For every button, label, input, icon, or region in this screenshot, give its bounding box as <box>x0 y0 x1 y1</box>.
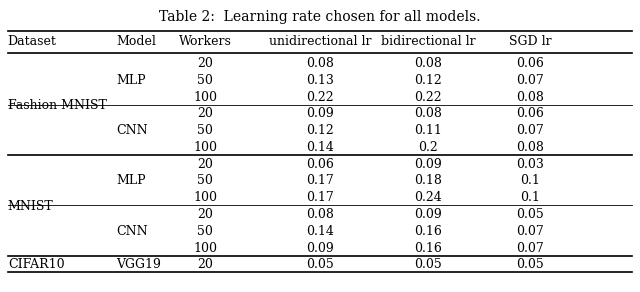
Text: MLP: MLP <box>116 74 146 87</box>
Text: 20: 20 <box>197 107 213 120</box>
Text: 50: 50 <box>197 175 213 187</box>
Text: 0.05: 0.05 <box>306 258 334 271</box>
Text: 0.16: 0.16 <box>414 225 442 238</box>
Text: 0.08: 0.08 <box>414 57 442 70</box>
Text: 0.18: 0.18 <box>414 175 442 187</box>
Text: CIFAR10: CIFAR10 <box>8 258 65 271</box>
Text: Dataset: Dataset <box>8 35 56 48</box>
Text: 100: 100 <box>193 91 218 104</box>
Text: 0.11: 0.11 <box>414 124 442 137</box>
Text: 20: 20 <box>197 57 213 70</box>
Text: 20: 20 <box>197 158 213 171</box>
Text: 20: 20 <box>197 258 213 271</box>
Text: 0.05: 0.05 <box>516 208 544 221</box>
Text: 0.17: 0.17 <box>306 175 334 187</box>
Text: 20: 20 <box>197 208 213 221</box>
Text: 0.12: 0.12 <box>306 124 334 137</box>
Text: MLP: MLP <box>116 175 146 187</box>
Text: Model: Model <box>116 35 156 48</box>
Text: 0.08: 0.08 <box>516 91 544 104</box>
Text: 0.08: 0.08 <box>414 107 442 120</box>
Text: 0.22: 0.22 <box>306 91 334 104</box>
Text: 50: 50 <box>197 225 213 238</box>
Text: CNN: CNN <box>116 124 148 137</box>
Text: 0.09: 0.09 <box>306 107 334 120</box>
Text: bidirectional lr: bidirectional lr <box>381 35 476 48</box>
Text: 0.07: 0.07 <box>516 241 544 255</box>
Text: 0.2: 0.2 <box>419 141 438 154</box>
Text: Fashion MNIST: Fashion MNIST <box>8 99 107 112</box>
Text: 0.08: 0.08 <box>306 57 334 70</box>
Text: 100: 100 <box>193 191 218 204</box>
Text: 0.07: 0.07 <box>516 124 544 137</box>
Text: 50: 50 <box>197 124 213 137</box>
Text: 0.17: 0.17 <box>306 191 334 204</box>
Text: 50: 50 <box>197 74 213 87</box>
Text: 0.16: 0.16 <box>414 241 442 255</box>
Text: 0.1: 0.1 <box>520 175 540 187</box>
Text: 0.06: 0.06 <box>306 158 334 171</box>
Text: 0.06: 0.06 <box>516 107 544 120</box>
Text: unidirectional lr: unidirectional lr <box>269 35 371 48</box>
Text: 0.09: 0.09 <box>415 208 442 221</box>
Text: 0.06: 0.06 <box>516 57 544 70</box>
Text: MNIST: MNIST <box>8 200 54 213</box>
Text: 0.22: 0.22 <box>415 91 442 104</box>
Text: 0.24: 0.24 <box>415 191 442 204</box>
Text: 0.03: 0.03 <box>516 158 544 171</box>
Text: 100: 100 <box>193 141 218 154</box>
Text: 0.08: 0.08 <box>306 208 334 221</box>
Text: SGD lr: SGD lr <box>509 35 552 48</box>
Text: Workers: Workers <box>179 35 232 48</box>
Text: 0.14: 0.14 <box>306 225 334 238</box>
Text: 0.09: 0.09 <box>415 158 442 171</box>
Text: 0.08: 0.08 <box>516 141 544 154</box>
Text: 0.05: 0.05 <box>516 258 544 271</box>
Text: 0.05: 0.05 <box>415 258 442 271</box>
Text: 0.07: 0.07 <box>516 74 544 87</box>
Text: CNN: CNN <box>116 225 148 238</box>
Text: 0.09: 0.09 <box>306 241 334 255</box>
Text: 0.13: 0.13 <box>306 74 334 87</box>
Text: 0.14: 0.14 <box>306 141 334 154</box>
Text: 100: 100 <box>193 241 218 255</box>
Text: 0.1: 0.1 <box>520 191 540 204</box>
Text: 0.07: 0.07 <box>516 225 544 238</box>
Text: 0.12: 0.12 <box>415 74 442 87</box>
Text: Table 2:  Learning rate chosen for all models.: Table 2: Learning rate chosen for all mo… <box>159 10 481 24</box>
Text: VGG19: VGG19 <box>116 258 161 271</box>
